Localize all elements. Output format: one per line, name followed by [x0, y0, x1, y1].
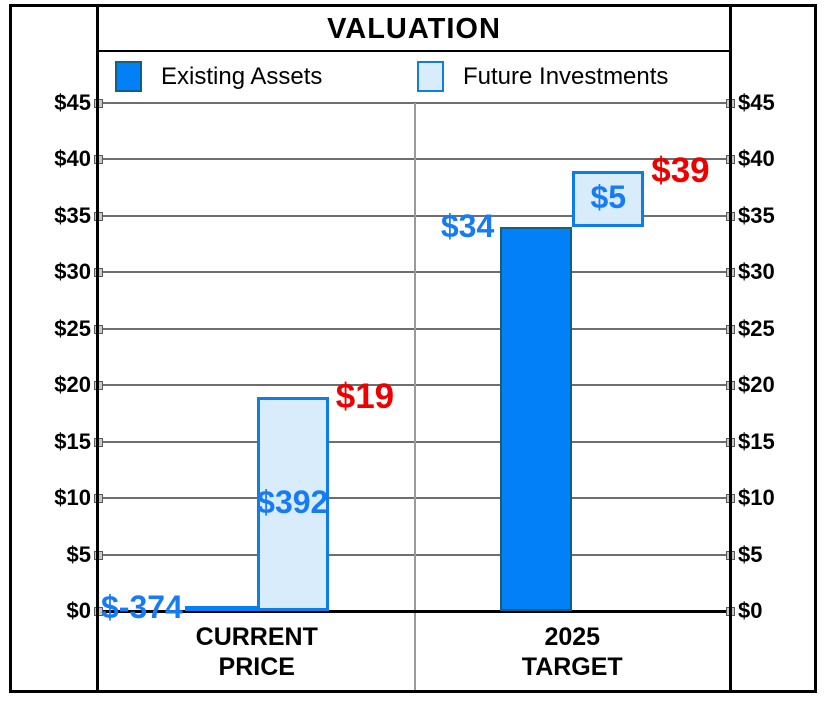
y-tick-label-left: $35: [54, 202, 91, 228]
bar-existing-assets: [500, 227, 573, 611]
y-tick-label-right: $5: [738, 541, 763, 567]
category-label-line: CURRENT: [195, 623, 318, 651]
legend-item-existing-assets: Existing Assets: [115, 61, 322, 92]
total-label: $19: [335, 376, 395, 416]
y-tick-label-right: $35: [738, 202, 775, 228]
y-tick-label-left: $0: [66, 598, 91, 623]
legend-swatch-existing-assets: [115, 61, 142, 92]
data-label-existing-assets: $-374: [101, 589, 183, 625]
category-label: 2025 TARGET: [442, 622, 702, 682]
y-tick-label-right: $20: [738, 372, 775, 398]
legend-label-existing-assets: Existing Assets: [161, 62, 323, 90]
data-label-existing-assets: $34: [440, 208, 495, 245]
plot-left-border: [96, 7, 99, 690]
y-tick-label-left: $15: [54, 428, 91, 454]
y-tick-label-right: $30: [738, 259, 775, 285]
legend-swatch-future-investments: [417, 61, 444, 92]
y-tick-label-left: $30: [54, 259, 91, 285]
chart-title: VALUATION: [327, 13, 501, 45]
bar-future-investments: [256, 396, 329, 611]
legend-item-future-investments: Future Investments: [417, 61, 668, 92]
title-divider-line: [99, 50, 729, 52]
bar-existing-assets: [184, 606, 257, 611]
y-tick-label-left: $25: [54, 315, 91, 341]
category-label-line: 2025: [544, 623, 601, 651]
y-tick-label-left: $40: [54, 146, 91, 172]
plot-right-border: [729, 7, 732, 690]
category-divider: [413, 103, 416, 690]
data-label-future-investments: $5: [590, 178, 627, 215]
legend: Existing Assets Future Investments: [99, 52, 729, 103]
plot-area: $-374 $392 $19 CURRENT PRICE $34 $5 $39 2025 TARG…: [94, 99, 735, 690]
y-tick-label-left: $20: [54, 372, 91, 398]
y-tick-label-right: $10: [738, 485, 775, 511]
category-label-line: PRICE: [218, 653, 295, 681]
total-label: $39: [651, 150, 710, 190]
data-label-future-investments: $392: [257, 483, 329, 520]
y-tick-label-right: $15: [738, 428, 775, 454]
y-tick-label-left: $45: [54, 90, 91, 115]
legend-label-future-investments: Future Investments: [463, 62, 669, 90]
category-label: CURRENT PRICE: [127, 622, 387, 682]
y-tick-label-left: $5: [66, 541, 91, 567]
bar-future-investments: [572, 170, 645, 228]
y-tick-label-right: $40: [738, 146, 775, 172]
y-tick-label-right: $25: [738, 315, 775, 341]
y-tick-label-right: $0: [738, 598, 763, 623]
x-axis-baseline: [99, 610, 730, 613]
y-tick-label-right: $45: [738, 90, 775, 115]
category-label-line: TARGET: [521, 653, 623, 681]
y-tick-label-left: $10: [54, 485, 91, 511]
